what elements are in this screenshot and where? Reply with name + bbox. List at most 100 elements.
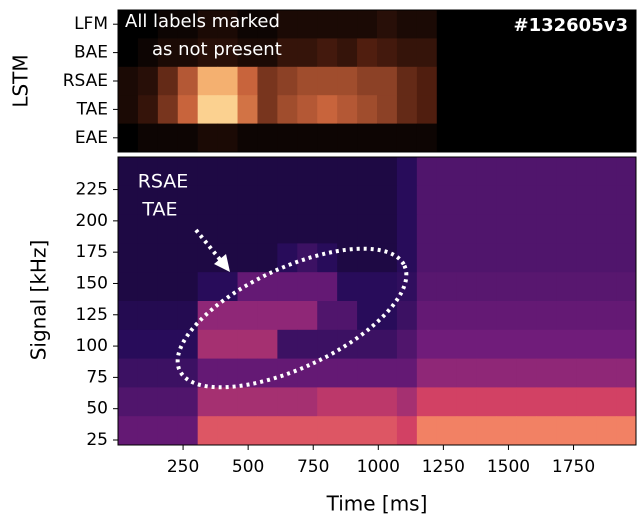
cell <box>456 123 478 153</box>
cell <box>396 157 418 187</box>
cell <box>337 95 358 125</box>
cell <box>357 301 378 331</box>
cell <box>476 329 498 360</box>
cell <box>177 387 199 417</box>
cell <box>118 387 139 417</box>
cell <box>396 185 418 216</box>
cell <box>496 329 517 360</box>
cell <box>436 38 458 68</box>
cell <box>476 272 498 302</box>
cell <box>377 272 398 302</box>
arrow-head <box>214 254 230 272</box>
cell <box>157 185 179 216</box>
y-tick-label: 125 <box>76 305 108 325</box>
cell <box>357 358 378 388</box>
cell <box>377 95 398 125</box>
cell <box>596 272 617 302</box>
cell <box>337 185 358 216</box>
cell <box>616 157 637 187</box>
cell <box>556 243 577 273</box>
cell <box>536 123 557 153</box>
cell <box>257 157 278 187</box>
y-label: Signal [kHz] <box>27 240 51 361</box>
cell <box>396 416 418 446</box>
cell <box>257 66 278 96</box>
cell <box>297 95 318 125</box>
cell <box>456 66 478 96</box>
cell <box>536 38 557 68</box>
cell <box>357 387 378 417</box>
cell <box>377 157 398 187</box>
cell <box>576 38 597 68</box>
cell <box>297 157 318 187</box>
cell <box>476 10 498 39</box>
cell <box>476 157 498 187</box>
cell <box>576 387 597 417</box>
cell <box>197 358 219 388</box>
cell <box>297 416 318 446</box>
cell <box>118 329 139 360</box>
cell <box>536 301 557 331</box>
cell <box>436 95 458 125</box>
cell <box>596 123 617 153</box>
cell <box>516 95 537 125</box>
cell <box>396 10 418 39</box>
cell <box>576 329 597 360</box>
y-tick-label: TAE <box>76 99 108 119</box>
cell <box>237 387 258 417</box>
cell <box>496 214 517 244</box>
cell <box>177 214 199 244</box>
cell <box>337 272 358 302</box>
cell <box>556 272 577 302</box>
cell <box>536 329 557 360</box>
cell <box>357 185 378 216</box>
cell <box>337 157 358 187</box>
cell <box>416 157 438 187</box>
cell <box>596 185 617 216</box>
cell <box>536 66 557 96</box>
cell <box>217 66 239 96</box>
cell <box>516 185 537 216</box>
cell <box>416 10 438 39</box>
cell <box>616 301 637 331</box>
cell <box>337 416 358 446</box>
cell <box>118 243 139 273</box>
cell <box>516 358 537 388</box>
cell <box>137 301 159 331</box>
cell <box>456 95 478 125</box>
cell <box>277 10 298 39</box>
cell <box>217 10 239 39</box>
cell <box>297 358 318 388</box>
cell <box>137 358 159 388</box>
cell <box>476 243 498 273</box>
cell <box>436 66 458 96</box>
cell <box>576 185 597 216</box>
cell <box>436 416 458 446</box>
cell <box>118 157 139 187</box>
cell <box>596 329 617 360</box>
cell <box>476 214 498 244</box>
y-tick-label: 25 <box>86 430 108 450</box>
cell <box>277 123 298 153</box>
cell <box>436 10 458 39</box>
cell <box>337 301 358 331</box>
cell <box>556 301 577 331</box>
y-tick-label: 200 <box>76 211 108 231</box>
cell <box>277 243 298 273</box>
cell <box>496 95 517 125</box>
cell <box>317 38 338 68</box>
cell <box>616 243 637 273</box>
cell <box>277 185 298 216</box>
cell <box>456 185 478 216</box>
cell <box>317 66 338 96</box>
cell <box>197 123 219 153</box>
cell <box>237 214 258 244</box>
cell <box>596 214 617 244</box>
cell <box>496 38 517 68</box>
cell <box>257 185 278 216</box>
cell <box>496 387 517 417</box>
cell <box>217 387 239 417</box>
cell <box>137 157 159 187</box>
cell <box>157 301 179 331</box>
cell <box>516 38 537 68</box>
